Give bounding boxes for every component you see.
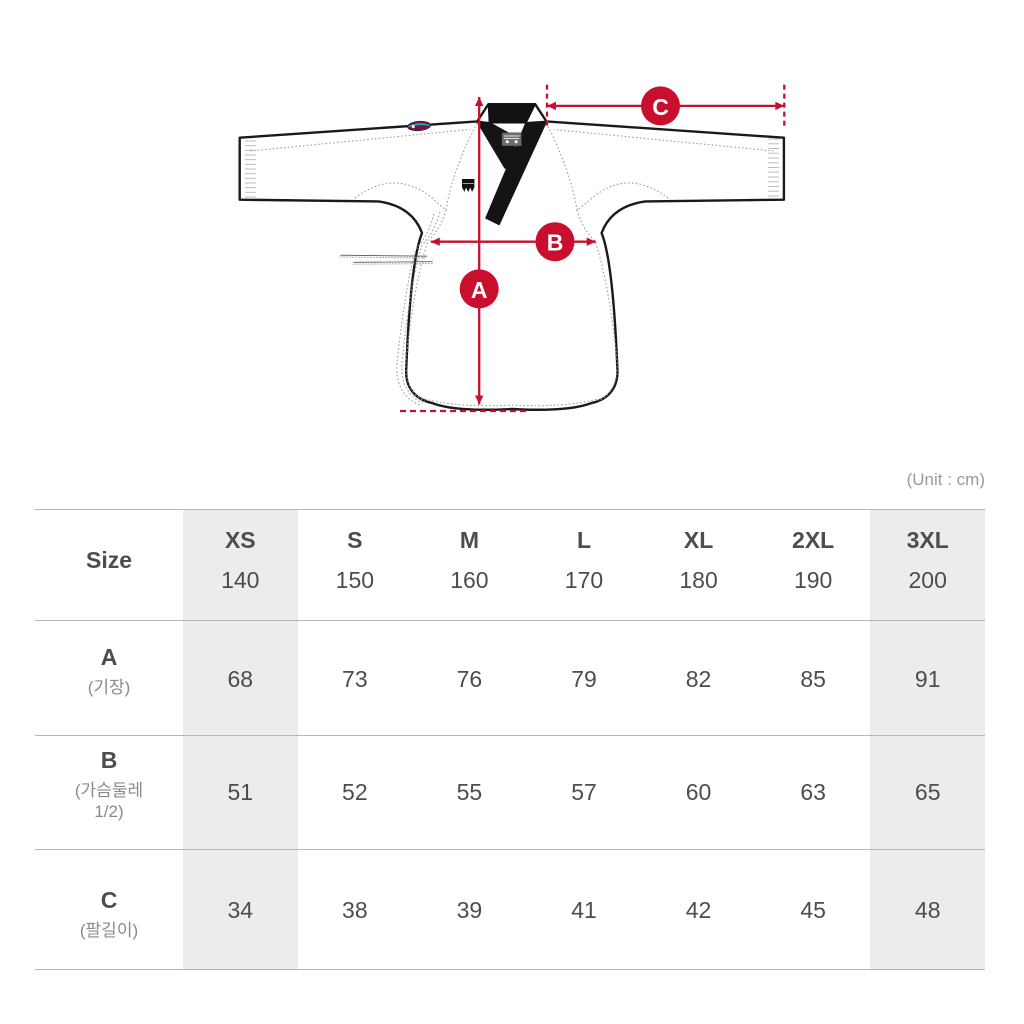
- svg-text:C: C: [652, 94, 669, 120]
- svg-text:B: B: [547, 230, 564, 256]
- svg-text:A: A: [471, 277, 488, 303]
